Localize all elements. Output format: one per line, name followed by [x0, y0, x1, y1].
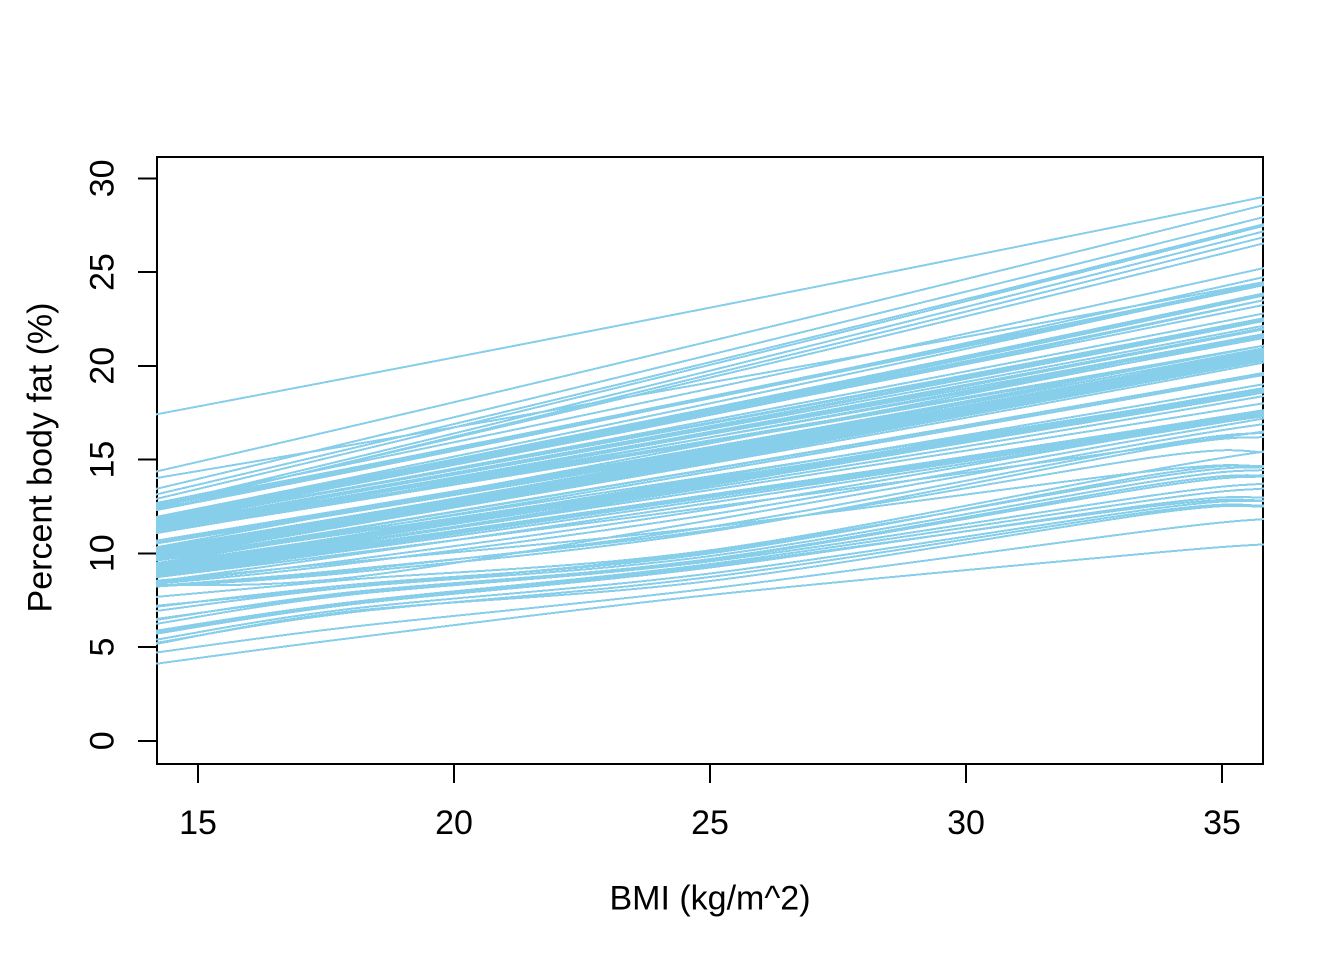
svg-text:35: 35 — [1203, 804, 1241, 842]
svg-text:20: 20 — [435, 804, 473, 842]
svg-text:15: 15 — [179, 804, 217, 842]
svg-text:15: 15 — [84, 441, 122, 479]
svg-text:5: 5 — [84, 638, 122, 657]
svg-text:BMI (kg/m^2): BMI (kg/m^2) — [609, 880, 810, 918]
svg-text:25: 25 — [84, 253, 122, 291]
svg-text:30: 30 — [947, 804, 985, 842]
svg-text:30: 30 — [84, 159, 122, 197]
svg-text:0: 0 — [84, 731, 122, 750]
svg-text:20: 20 — [84, 347, 122, 385]
svg-text:Percent body fat (%): Percent body fat (%) — [22, 303, 60, 613]
svg-text:10: 10 — [84, 534, 122, 572]
svg-text:25: 25 — [691, 804, 729, 842]
